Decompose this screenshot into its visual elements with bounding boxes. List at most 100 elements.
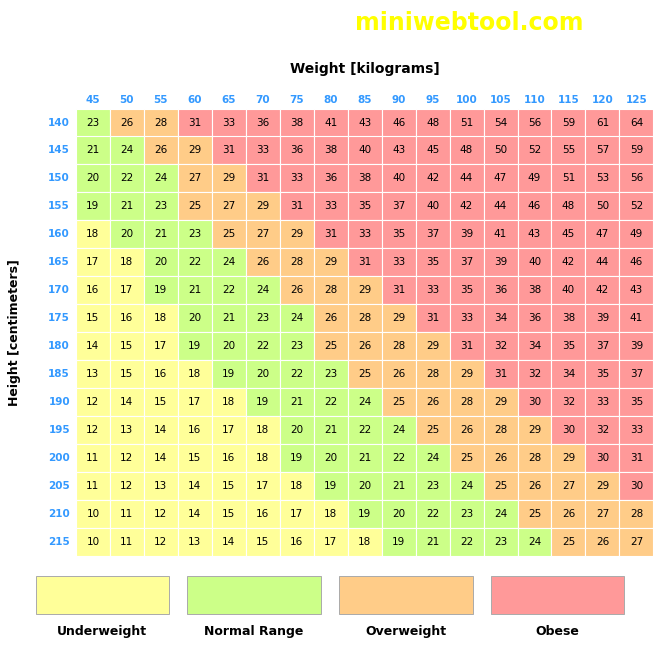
Text: 32: 32 — [528, 369, 541, 379]
Bar — [280, 360, 314, 388]
Bar — [348, 500, 381, 528]
Text: 35: 35 — [562, 341, 575, 351]
Text: 28: 28 — [494, 425, 507, 435]
Text: 50: 50 — [596, 202, 609, 211]
Bar — [110, 388, 144, 416]
Text: 24: 24 — [528, 537, 541, 547]
Text: 56: 56 — [528, 118, 541, 127]
Text: 145: 145 — [48, 146, 70, 155]
Text: 24: 24 — [256, 285, 269, 295]
Text: 19: 19 — [222, 369, 236, 379]
Text: 21: 21 — [358, 453, 372, 463]
Bar — [178, 528, 212, 556]
Text: 28: 28 — [358, 313, 372, 323]
Text: 190: 190 — [48, 397, 70, 407]
Text: 14: 14 — [86, 341, 100, 351]
Text: 27: 27 — [596, 509, 609, 519]
Bar — [517, 472, 552, 500]
Bar — [585, 276, 620, 304]
Bar — [585, 164, 620, 192]
Bar — [449, 388, 484, 416]
Bar — [620, 248, 653, 276]
Text: 30: 30 — [562, 425, 575, 435]
Text: 44: 44 — [494, 202, 507, 211]
Text: BMI Chart by: BMI Chart by — [175, 12, 355, 35]
Bar — [491, 577, 624, 614]
Text: 37: 37 — [596, 341, 609, 351]
Text: 48: 48 — [460, 146, 473, 155]
Text: 31: 31 — [256, 174, 269, 183]
Bar — [187, 577, 321, 614]
Text: 33: 33 — [460, 313, 473, 323]
Text: 17: 17 — [86, 257, 100, 267]
Text: 15: 15 — [188, 453, 201, 463]
Bar — [212, 444, 246, 472]
Text: 23: 23 — [324, 369, 337, 379]
Text: 33: 33 — [290, 174, 304, 183]
Text: 34: 34 — [494, 313, 507, 323]
Bar — [144, 528, 178, 556]
Bar — [76, 416, 110, 444]
Text: 38: 38 — [528, 285, 541, 295]
Bar — [381, 248, 416, 276]
Bar — [381, 388, 416, 416]
Text: 51: 51 — [562, 174, 575, 183]
Bar — [517, 360, 552, 388]
Text: Overweight: Overweight — [366, 625, 446, 638]
Bar — [449, 500, 484, 528]
Bar — [552, 360, 585, 388]
Text: 40: 40 — [562, 285, 575, 295]
Text: 43: 43 — [528, 229, 541, 239]
Bar — [381, 220, 416, 248]
Bar — [280, 220, 314, 248]
Text: 29: 29 — [256, 202, 269, 211]
Text: 24: 24 — [290, 313, 304, 323]
Text: 56: 56 — [630, 174, 643, 183]
Bar — [517, 416, 552, 444]
Text: 41: 41 — [630, 313, 643, 323]
Text: 26: 26 — [494, 453, 507, 463]
Text: 46: 46 — [630, 257, 643, 267]
Bar — [449, 304, 484, 332]
Bar — [449, 164, 484, 192]
Bar — [110, 109, 144, 136]
Text: 18: 18 — [86, 229, 100, 239]
Text: 12: 12 — [86, 425, 100, 435]
Text: 43: 43 — [358, 118, 372, 127]
Text: 49: 49 — [528, 174, 541, 183]
Text: 47: 47 — [494, 174, 507, 183]
Bar — [620, 304, 653, 332]
Text: 19: 19 — [188, 341, 201, 351]
Bar — [178, 472, 212, 500]
Text: 49: 49 — [630, 229, 643, 239]
Text: 26: 26 — [154, 146, 168, 155]
Text: 25: 25 — [358, 369, 372, 379]
Text: 60: 60 — [187, 95, 202, 105]
Text: 20: 20 — [392, 509, 405, 519]
Text: 27: 27 — [562, 481, 575, 491]
Text: 40: 40 — [528, 257, 541, 267]
Bar — [585, 472, 620, 500]
Bar — [314, 332, 348, 360]
Bar — [416, 248, 449, 276]
Bar — [348, 416, 381, 444]
Text: 23: 23 — [188, 229, 201, 239]
Text: 27: 27 — [630, 537, 643, 547]
Bar — [178, 164, 212, 192]
Bar — [517, 388, 552, 416]
Bar — [449, 220, 484, 248]
Text: 23: 23 — [86, 118, 100, 127]
Bar — [484, 528, 517, 556]
Bar — [552, 500, 585, 528]
Text: 31: 31 — [494, 369, 507, 379]
Text: 28: 28 — [426, 369, 439, 379]
Text: 29: 29 — [494, 397, 507, 407]
Text: 33: 33 — [630, 425, 643, 435]
Text: 70: 70 — [255, 95, 270, 105]
Text: 10: 10 — [86, 509, 100, 519]
Bar — [76, 164, 110, 192]
Bar — [348, 472, 381, 500]
Bar — [76, 332, 110, 360]
Bar — [416, 109, 449, 136]
Bar — [585, 528, 620, 556]
